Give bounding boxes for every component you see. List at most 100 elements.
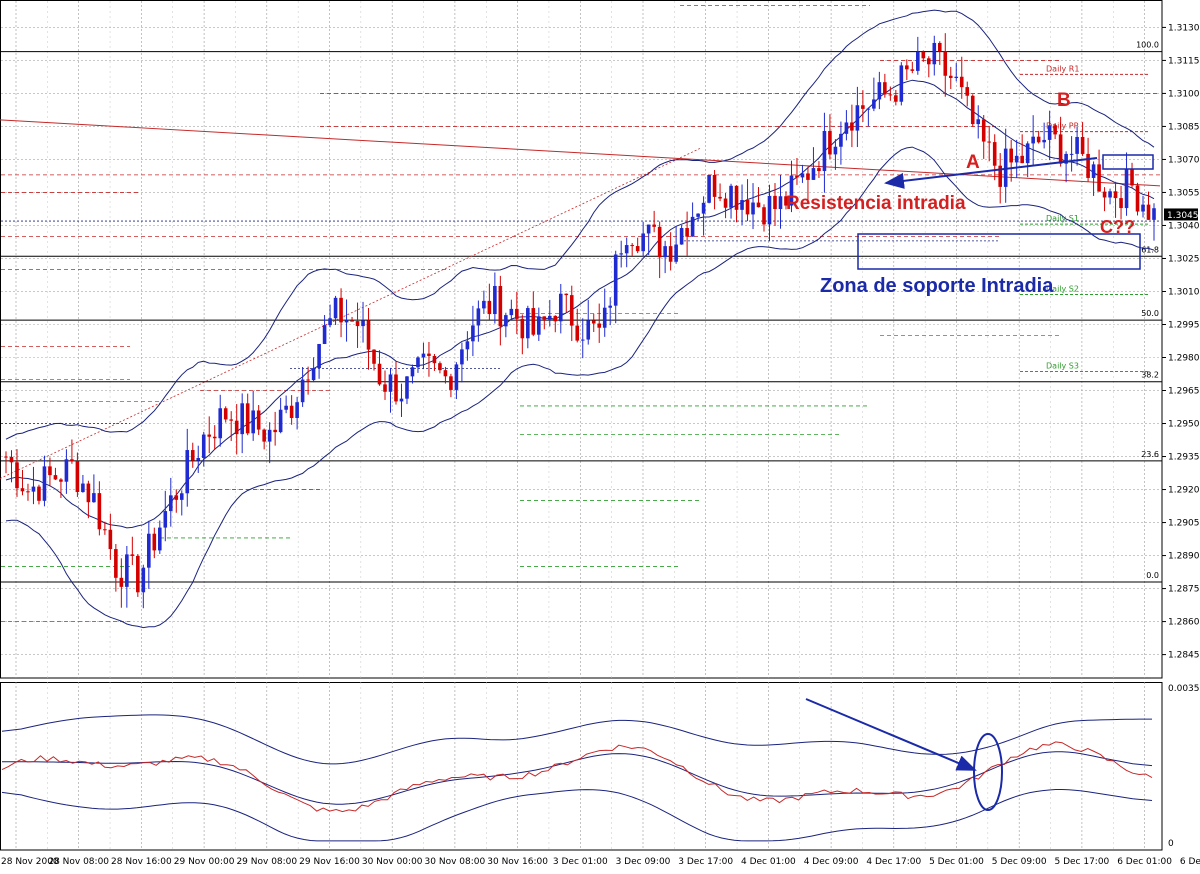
candle-body: [356, 321, 360, 326]
candle-body: [323, 325, 327, 344]
candle-body: [960, 77, 964, 87]
candle-body: [751, 203, 755, 215]
y-tick-label: 1.2905: [1168, 519, 1200, 529]
x-tick-label: 6 Dec 09:00: [1180, 857, 1200, 867]
candle-body: [213, 437, 217, 439]
candle-body: [15, 462, 19, 488]
candle-body: [724, 199, 728, 208]
candle-body: [427, 354, 431, 356]
candle-body: [76, 461, 80, 492]
candle-body: [202, 435, 206, 458]
candle-body: [433, 356, 437, 363]
candle-body: [938, 43, 942, 52]
candle-body: [1086, 154, 1090, 178]
candle-body: [949, 76, 953, 78]
candle-body: [943, 52, 947, 76]
candle-body: [515, 309, 519, 319]
candle-body: [482, 301, 486, 309]
candle-body: [685, 228, 689, 237]
candle-body: [1031, 137, 1035, 144]
y-tick-label: 1.3085: [1168, 122, 1200, 132]
candle-body: [526, 308, 530, 338]
candle-body: [246, 403, 250, 433]
candle-body: [1136, 185, 1140, 211]
support-zone-box: [858, 234, 1140, 269]
candle-body: [801, 173, 805, 177]
candle-body: [37, 487, 41, 501]
x-tick-label: 3 Dec 17:00: [678, 857, 733, 867]
candle-body: [1059, 134, 1063, 163]
candle-body: [1009, 149, 1013, 163]
osc-lower-band: [2, 790, 1152, 841]
candle-body: [196, 458, 200, 461]
candle-body: [361, 321, 365, 327]
candle-body: [707, 175, 711, 203]
candle-body: [718, 197, 722, 199]
candle-body: [900, 65, 904, 101]
candle-body: [169, 495, 173, 511]
candle-body: [394, 374, 398, 401]
candle-body: [614, 254, 618, 305]
candle-body: [1097, 164, 1101, 191]
candle-body: [235, 421, 239, 434]
candle-body: [510, 309, 514, 315]
candle-body: [806, 173, 810, 179]
candle-body: [993, 142, 997, 166]
candle-body: [916, 52, 920, 71]
candle-body: [954, 77, 958, 78]
candle-body: [795, 176, 799, 178]
candle-body: [488, 301, 492, 314]
candle-body: [823, 131, 827, 171]
candle-body: [987, 142, 991, 143]
x-tick-label: 3 Dec 01:00: [553, 857, 608, 867]
candle-body: [383, 384, 387, 391]
x-tick-label: 28 Nov 08:00: [48, 857, 109, 867]
candle-body: [619, 253, 623, 254]
candle-body: [10, 457, 14, 462]
candle-body: [1037, 137, 1041, 143]
candle-body: [581, 340, 585, 341]
rising-trend-line: [0, 148, 700, 478]
candle-body: [158, 528, 162, 551]
candle-body: [663, 246, 667, 257]
candle-body: [586, 320, 590, 339]
candle-body: [1075, 137, 1079, 154]
x-tick-label: 5 Dec 01:00: [929, 857, 984, 867]
candle-body: [850, 122, 854, 130]
candle-body: [1015, 156, 1019, 163]
y-tick-label: 1.2965: [1168, 387, 1200, 397]
candle-body: [317, 344, 321, 368]
candle-body: [828, 131, 832, 154]
candle-body: [136, 556, 140, 592]
candle-body: [1092, 164, 1096, 178]
candle-body: [389, 374, 393, 391]
candle-body: [87, 484, 91, 503]
candle-body: [493, 286, 497, 314]
y-tick-label: 1.2845: [1168, 651, 1200, 661]
candle-body: [191, 450, 195, 460]
candle-body: [883, 82, 887, 94]
candle-body: [65, 459, 69, 481]
y-tick-label: 1.2875: [1168, 585, 1200, 595]
candle-body: [378, 364, 382, 385]
candle-body: [109, 530, 113, 549]
candle-body: [691, 217, 695, 237]
candle-body: [224, 408, 228, 419]
candle-body: [746, 200, 750, 214]
candle-body: [416, 357, 420, 367]
y-tick-label: 1.3130: [1168, 23, 1200, 33]
candle-body: [867, 109, 871, 110]
candle-body: [982, 119, 986, 141]
candle-body: [1141, 205, 1145, 212]
candle-body: [845, 122, 849, 133]
candle-body: [301, 380, 305, 403]
candle-body: [449, 376, 453, 390]
x-tick-label: 4 Dec 09:00: [804, 857, 859, 867]
candle-body: [911, 69, 915, 71]
candle-body: [328, 318, 332, 325]
fib-level-label: 23.6: [1141, 450, 1159, 459]
